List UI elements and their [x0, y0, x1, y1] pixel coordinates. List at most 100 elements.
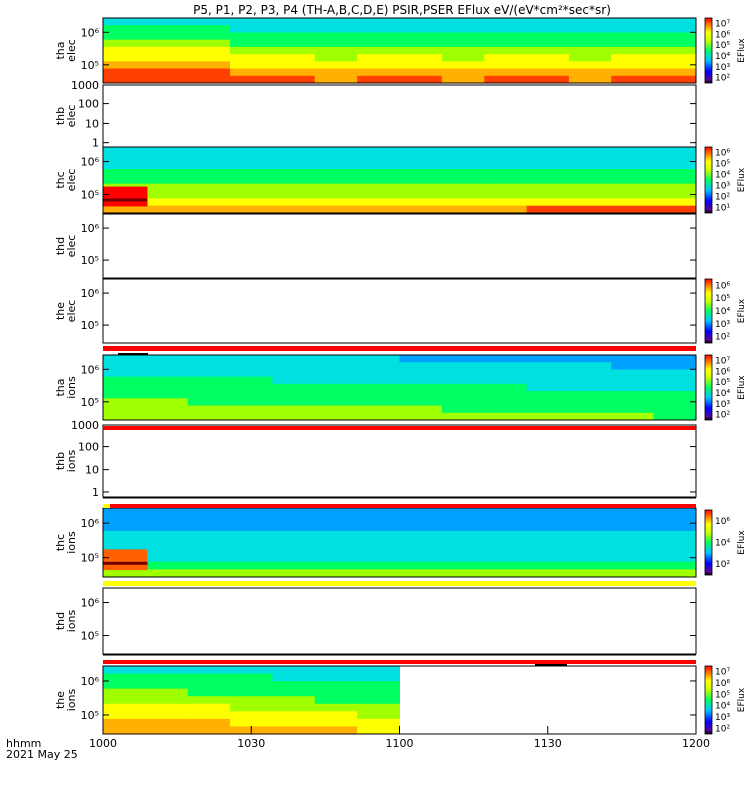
y-label-probe: thb — [54, 452, 67, 470]
heat-cell — [230, 169, 273, 177]
heat-cell — [103, 711, 146, 720]
heat-cell — [441, 515, 485, 524]
colorbar-tick-label: 10⁵ — [715, 294, 730, 304]
heat-cell — [145, 383, 189, 392]
heat-cell — [314, 688, 358, 697]
heat-cell — [103, 18, 146, 26]
heat-cell — [441, 383, 485, 392]
y-label-species: ions — [65, 449, 78, 472]
heat-cell — [653, 405, 697, 414]
heat-cell — [103, 726, 146, 735]
heat-cell — [399, 169, 443, 177]
heat-cell — [272, 39, 316, 48]
heat-cell — [103, 688, 146, 697]
heat-cell — [441, 554, 485, 563]
colorbar-tick-label: 10³ — [715, 63, 730, 73]
heat-cell — [103, 54, 146, 62]
heat-cell — [230, 718, 273, 727]
heat-cell — [187, 169, 231, 177]
heat-cell — [653, 412, 697, 421]
heat-cell — [103, 25, 146, 33]
heat-cell — [399, 39, 443, 48]
colorbar-tick-label: 10³ — [715, 320, 730, 330]
heat-cell — [484, 32, 528, 41]
heat-cell — [653, 376, 697, 385]
heat-cell — [526, 508, 570, 517]
heat-cell — [568, 183, 612, 192]
heat-cell — [611, 376, 655, 385]
heat-cell — [187, 718, 231, 727]
heat-cell — [103, 75, 146, 84]
heat-cell — [399, 205, 443, 214]
heat-cell — [653, 161, 697, 170]
heat-cell — [568, 405, 612, 414]
heat-cell — [526, 183, 570, 192]
heat-cell — [103, 68, 146, 77]
heat-cell — [526, 154, 570, 163]
heat-cell — [357, 696, 400, 705]
heat-cell — [484, 355, 528, 363]
heat-cell — [441, 147, 485, 155]
heat-cell — [272, 726, 316, 735]
y-label-species: ions — [65, 376, 78, 399]
heat-cell — [230, 383, 273, 392]
heat-cell — [611, 391, 655, 399]
heat-cell — [357, 726, 400, 735]
panel-frame — [102, 354, 697, 421]
heat-cell — [568, 198, 612, 207]
heat-cell — [399, 147, 443, 155]
heat-cell — [230, 673, 273, 682]
heat-cell — [187, 561, 231, 570]
heat-cell — [357, 688, 400, 697]
heat-cell — [314, 412, 358, 421]
heat-cell — [314, 154, 358, 163]
heat-cell — [272, 569, 316, 578]
heat-cell — [187, 523, 231, 532]
heat-cell — [272, 561, 316, 570]
heat-cell — [568, 154, 612, 163]
heat-cell — [187, 688, 231, 697]
heat-cell — [653, 68, 697, 77]
y-label-species: ions — [65, 609, 78, 632]
heat-cell — [103, 61, 146, 70]
heat-cell — [314, 54, 358, 62]
heat-cell — [484, 147, 528, 155]
heat-cell — [653, 39, 697, 48]
y-tick-label: 10⁵ — [81, 552, 99, 565]
x-tick-label: 1030 — [237, 737, 265, 750]
heat-cell — [653, 369, 697, 378]
heat-cell — [526, 369, 570, 378]
heat-cell — [145, 161, 189, 170]
colorbar-tick-label: 10⁴ — [715, 52, 730, 62]
heat-cell — [357, 391, 400, 399]
heat-cell — [314, 703, 358, 712]
heat-cell — [611, 46, 655, 55]
heat-cell — [314, 362, 358, 370]
heat-cell — [484, 362, 528, 370]
heat-cell — [314, 673, 358, 682]
heat-cell — [568, 569, 612, 578]
panel-frame — [102, 17, 697, 84]
heat-cell — [568, 161, 612, 170]
heat-cell — [526, 569, 570, 578]
heat-cell — [272, 46, 316, 55]
figure-title: P5, P1, P2, P3, P4 (TH-A,B,C,D,E) PSIR,P… — [193, 3, 611, 17]
heat-cell — [145, 391, 189, 399]
colorbar-tick-label: 10² — [715, 74, 730, 84]
heat-cell — [526, 391, 570, 399]
heat-cell — [272, 176, 316, 185]
heat-cell — [568, 68, 612, 77]
heat-cell — [399, 183, 443, 192]
heat-cell — [357, 25, 400, 33]
panel-frame — [102, 84, 697, 148]
heat-cell — [611, 369, 655, 378]
heat-cell — [611, 161, 655, 170]
heat-cell — [103, 681, 146, 690]
heat-cell — [484, 369, 528, 378]
heat-cell — [314, 75, 358, 84]
heat-cell — [484, 383, 528, 392]
heat-cell — [357, 183, 400, 192]
heat-cell — [314, 711, 358, 720]
